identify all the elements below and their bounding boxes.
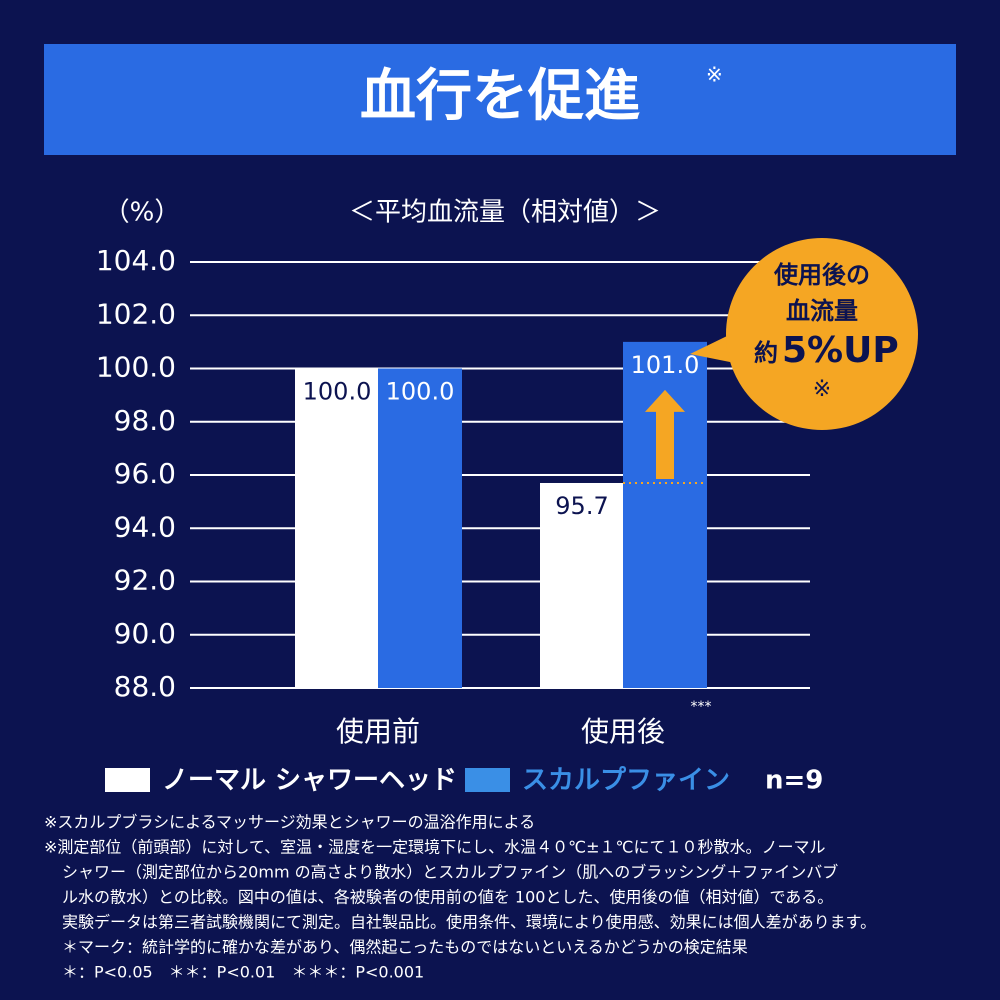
callout-mark: ※ (813, 377, 831, 402)
y-unit: （%） (104, 198, 181, 228)
x-tick-label: 使用前 (336, 715, 420, 748)
y-tick-label: 88.0 (114, 670, 176, 703)
y-tick-label: 98.0 (114, 404, 176, 437)
legend-label: ノーマル シャワーヘッド (162, 766, 457, 796)
bar (540, 482, 624, 688)
footnote: ※スカルプブラシによるマッサージ効果とシャワーの温浴作用による (44, 813, 535, 832)
callout-highlight: 5%UP (782, 330, 899, 371)
y-tick-label: 100.0 (96, 351, 176, 384)
callout-text: 約 (754, 339, 778, 367)
footnote: 実験データは第三者試験機関にて測定。自社製品比。使用条件、環境により使用感、効果… (62, 913, 876, 932)
value-label: 100.0 (303, 378, 372, 406)
title-banner (44, 44, 956, 155)
legend-swatch (465, 768, 510, 792)
callout-bubble (726, 238, 918, 430)
increase-arrow (645, 389, 685, 479)
footnote: ル水の散水）との比較。図中の値は、各被験者の使用前の値を 100とした、使用後の… (62, 888, 833, 907)
bar (378, 368, 462, 688)
y-tick-label: 90.0 (114, 617, 176, 650)
y-tick-label: 92.0 (114, 564, 176, 597)
y-tick-label: 102.0 (96, 297, 176, 330)
bar (295, 368, 379, 688)
x-tick-label: 使用後 (581, 715, 665, 748)
legend-note: n=9 (765, 766, 823, 796)
value-label: 100.0 (386, 378, 455, 406)
footnote: ※測定部位（前頭部）に対して、室温・湿度を一定環境下にし、水温４０℃±１℃にて１… (44, 838, 825, 857)
y-tick-label: 104.0 (96, 244, 176, 277)
footnote: ＊：P<0.05 ＊＊：P<0.01 ＊＊＊：P<0.001 (62, 963, 424, 982)
y-tick-label: 94.0 (114, 510, 176, 543)
callout-text: 血流量 (786, 297, 858, 325)
value-label: 101.0 (631, 351, 700, 379)
footnote: シャワー（測定部位から20mm の高さより散水）とスカルプファイン（肌へのブラッ… (62, 863, 838, 882)
chart-title: 血行を促進 (360, 64, 640, 129)
title-mark: ※ (706, 63, 723, 87)
footnote: ＊マーク：統計学的に確かな差があり、偶然起こったものではないといえるかどうかの検… (62, 938, 748, 957)
subtitle: ＜平均血流量（相対値）＞ (349, 198, 661, 228)
callout-text: 使用後の (773, 261, 870, 289)
category-annotation: *** (691, 699, 712, 715)
y-tick-label: 96.0 (114, 457, 176, 490)
value-label: 95.7 (555, 492, 608, 520)
legend-swatch (105, 768, 150, 792)
legend-label: スカルプファイン (522, 766, 730, 796)
